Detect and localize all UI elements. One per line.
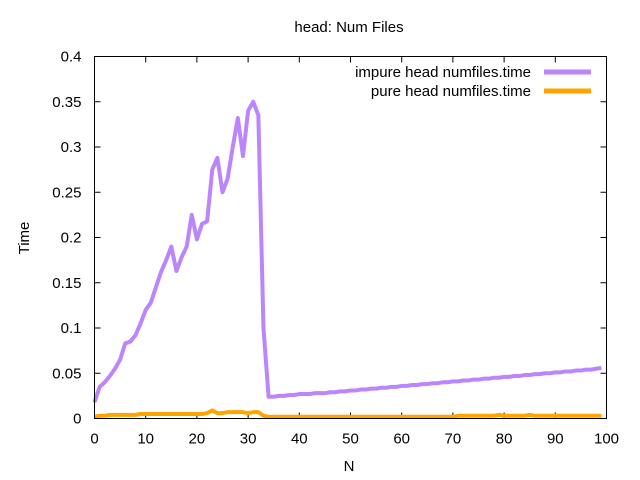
x-tick-label: 60: [393, 431, 410, 448]
x-tick-label: 20: [189, 431, 206, 448]
x-tick-label: 70: [445, 431, 462, 448]
legend: impure head numfiles.time pure head numfi…: [355, 64, 591, 100]
axis-tick-labels: 0 10 20 30 40 50 60 70 80 90 100 0 0.05 0.1 0.15 0.2 0.2…: [52, 49, 619, 448]
series-line-1: [94, 408, 602, 419]
y-axis-label: Time: [16, 222, 33, 255]
x-tick-label: 0: [90, 431, 98, 448]
y-tick-label: 0.3: [61, 139, 82, 156]
x-tick-label: 50: [342, 431, 359, 448]
legend-label: pure head numfiles.time: [371, 83, 531, 100]
y-tick-label: 0.35: [52, 94, 81, 111]
x-tick-label: 30: [240, 431, 257, 448]
y-tick-label: 0.15: [52, 275, 81, 292]
y-tick-label: 0.4: [61, 49, 82, 66]
y-tick-label: 0: [73, 411, 81, 428]
x-tick-label: 90: [547, 431, 564, 448]
y-tick-label: 0.05: [52, 365, 81, 382]
y-tick-label: 0.2: [61, 230, 82, 247]
plot-frame: [94, 56, 607, 419]
series-lines: [92, 99, 602, 419]
x-tick-label: 80: [496, 431, 513, 448]
legend-label: impure head numfiles.time: [355, 64, 531, 81]
x-tick-label: 100: [594, 431, 619, 448]
y-tick-label: 0.1: [61, 320, 82, 337]
x-tick-label: 40: [291, 431, 308, 448]
series-line-0: [92, 99, 602, 403]
x-axis-label: N: [344, 458, 355, 475]
y-tick-label: 0.25: [52, 184, 81, 201]
chart-title: head: Num Files: [294, 19, 403, 36]
axis-ticks: [94, 56, 607, 419]
x-tick-label: 10: [137, 431, 154, 448]
